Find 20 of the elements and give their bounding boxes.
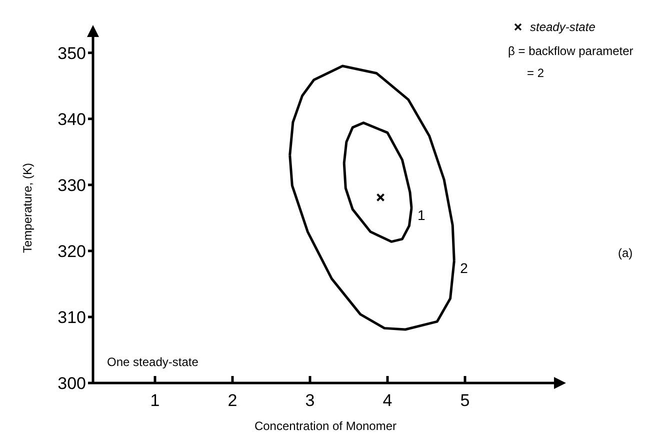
y-tick-label: 320	[58, 242, 86, 261]
x-tick-label: 4	[382, 391, 392, 410]
annotation: One steady-state	[107, 355, 198, 369]
x-tick-label: 3	[305, 391, 315, 410]
text: (a)	[618, 246, 633, 260]
series-label: 2	[460, 260, 468, 276]
y-tick-label: 350	[58, 44, 86, 63]
x-tick-label: 5	[460, 391, 470, 410]
x-tick-label: 2	[228, 391, 238, 410]
series-label: 1	[418, 207, 426, 223]
annotation: β = backflow parameter	[508, 44, 634, 58]
annotation: = 2	[527, 66, 544, 80]
y-axis-title: Temperature, (K)	[20, 162, 34, 254]
y-tick-label: 330	[58, 176, 86, 195]
x-axis-title: Concentration of Monomer	[254, 419, 397, 433]
y-tick-label: 300	[58, 374, 86, 394]
y-tick-label: 340	[58, 110, 86, 129]
legend-label: steady-state	[530, 20, 596, 34]
y-tick-label: 310	[58, 308, 86, 327]
x-tick-label: 1	[150, 391, 160, 410]
